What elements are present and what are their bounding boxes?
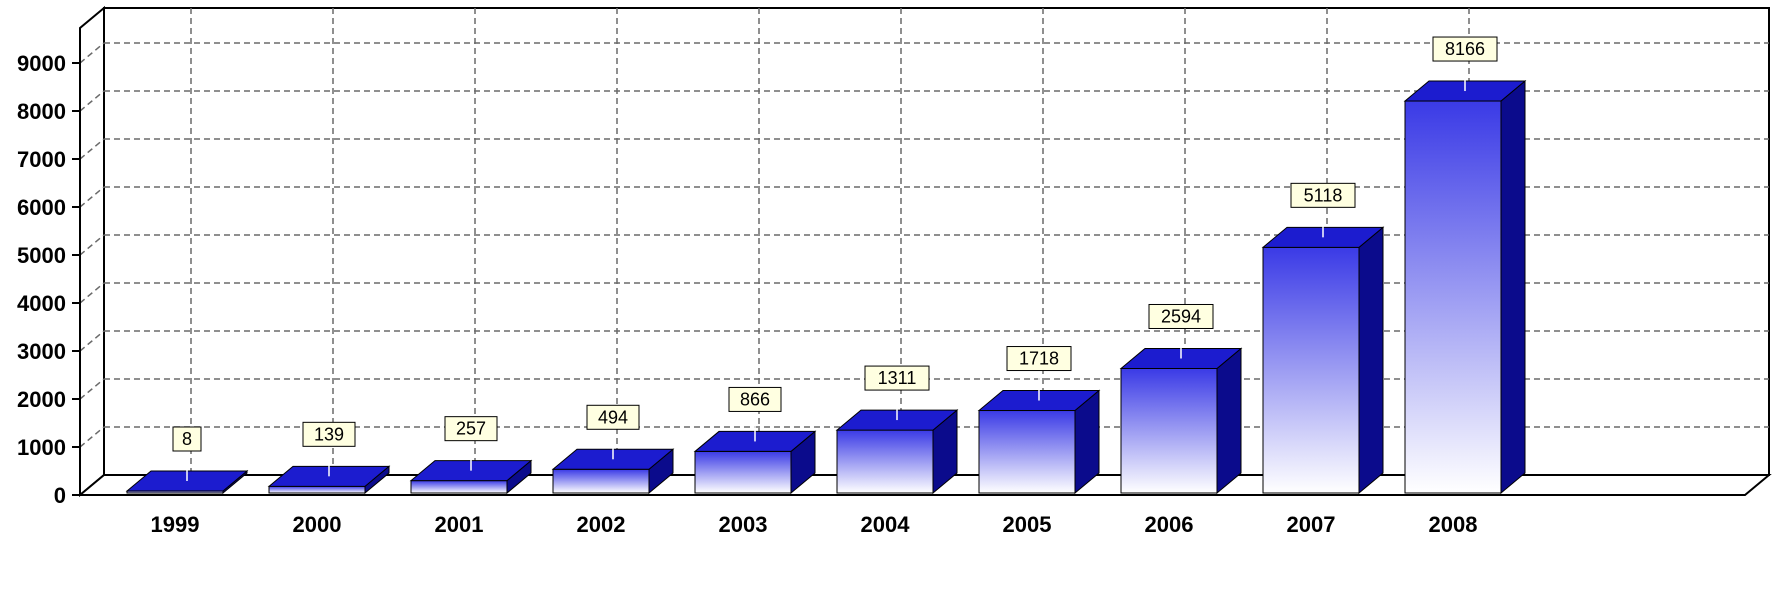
x-tick-label: 2008	[1429, 512, 1478, 537]
bar-2005	[978, 410, 1076, 494]
grid-line-side	[79, 42, 105, 64]
data-label: 1718	[1019, 349, 1059, 369]
x-tick-label: 2006	[1145, 512, 1194, 537]
y-tick-label: 8000	[17, 99, 66, 124]
x-axis: 1999 2000 2001 2002 2003 2004 2005 2006 2007 2008	[151, 512, 1478, 537]
data-label-box	[586, 404, 640, 430]
data-label-box	[1148, 303, 1214, 329]
bar-2004	[836, 429, 934, 494]
data-label: 8	[182, 429, 192, 449]
bar-2008	[1404, 100, 1502, 494]
data-label: 2594	[1161, 306, 1201, 326]
data-label: 8166	[1445, 39, 1485, 59]
grid-line-side	[79, 138, 105, 160]
y-tick-label: 0	[54, 483, 66, 508]
y-tick-label: 3000	[17, 339, 66, 364]
data-label: 5118	[1304, 185, 1343, 205]
grid-line-side	[79, 90, 105, 112]
grid-line-side	[79, 378, 105, 400]
bar-2003	[694, 450, 792, 494]
bar-2006	[1120, 367, 1218, 494]
data-label-box	[302, 421, 356, 447]
data-label-box	[1290, 182, 1356, 208]
data-label: 866	[740, 389, 770, 409]
data-label-box	[1006, 346, 1072, 372]
data-label-box	[864, 365, 930, 391]
bar-2002	[552, 468, 650, 494]
grid-line-side	[79, 234, 105, 256]
y-axis: 0 1000 2000 3000 4000 5000 6000 7000 8000 9000	[17, 28, 81, 508]
x-tick-label: 2000	[293, 512, 342, 537]
data-label-box	[728, 386, 782, 412]
y-tick-label: 1000	[17, 435, 66, 460]
y-tick-label: 5000	[17, 243, 66, 268]
data-label: 1311	[878, 368, 917, 388]
data-label: 257	[456, 419, 486, 439]
y-tick-label: 4000	[17, 291, 66, 316]
bar-2007	[1262, 246, 1360, 494]
grid-line-side	[79, 282, 105, 304]
y-tick-label: 9000	[17, 51, 66, 76]
bar-2001	[410, 480, 508, 494]
data-label-box	[1432, 36, 1498, 62]
data-labels: 8 139 257 494 866 1311 1718 2594 5118 8166	[172, 36, 1498, 481]
x-tick-label: 2005	[1003, 512, 1052, 537]
bars	[125, 79, 1527, 495]
x-tick-label: 2004	[861, 512, 911, 537]
x-tick-label: 2002	[577, 512, 626, 537]
data-label-box	[444, 416, 498, 442]
x-tick-label: 2007	[1287, 512, 1336, 537]
data-label-box	[172, 426, 202, 452]
data-label: 139	[314, 424, 344, 444]
x-tick-label: 2003	[719, 512, 768, 537]
bar-2000	[268, 485, 366, 494]
y-tick-label: 6000	[17, 195, 66, 220]
data-label: 494	[598, 407, 628, 427]
grid-line-side	[79, 330, 105, 352]
x-tick-label: 2001	[435, 512, 484, 537]
bar-side	[1500, 79, 1526, 495]
x-tick-label: 1999	[151, 512, 200, 537]
y-tick-label: 7000	[17, 147, 66, 172]
y-tick-label: 2000	[17, 387, 66, 412]
bar-side	[1216, 347, 1242, 495]
grid-line-side	[79, 426, 105, 448]
grid-line-side	[79, 186, 105, 208]
bar-side	[1358, 226, 1384, 495]
